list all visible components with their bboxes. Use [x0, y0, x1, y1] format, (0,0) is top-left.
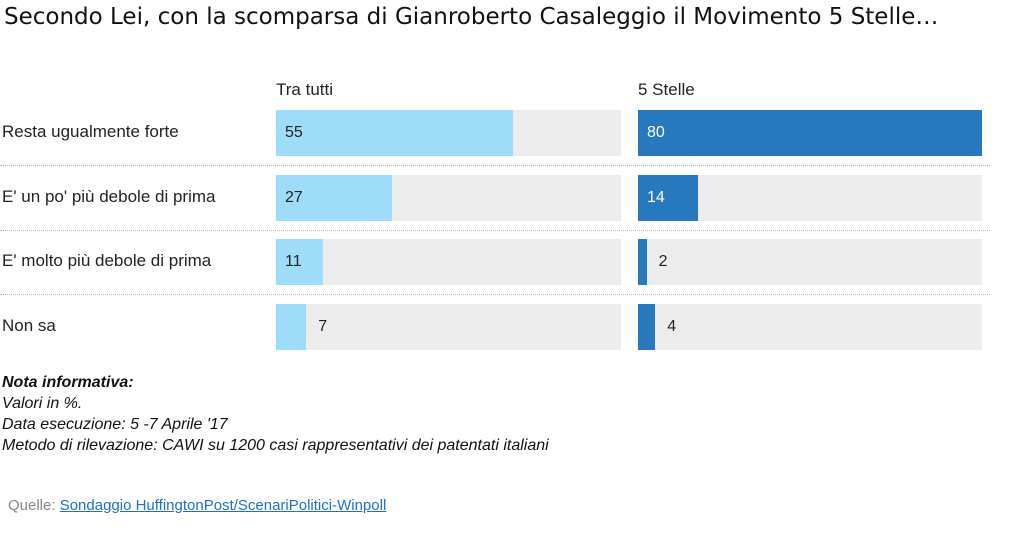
- category-label-non-sa: Non sa: [2, 315, 56, 335]
- category-label-e-un-po-pi-debole-di-prima: E' un po' più debole di prima: [2, 186, 216, 206]
- source-label: Quelle:: [8, 497, 56, 514]
- chart-title: Secondo Lei, con la scomparsa di Gianrob…: [4, 4, 939, 30]
- bar-tra-tutti-e-un-po-pi-debole-di-prima: [276, 174, 393, 221]
- notes-line: Metodo di rilevazione: CAWI su 1200 casi…: [2, 437, 549, 454]
- category-label-e-molto-pi-debole-di-prima: E' molto più debole di prima: [2, 251, 212, 270]
- bar-value-label: 2: [658, 253, 668, 270]
- bar-tra-tutti-e-molto-pi-debole-di-prima: [276, 239, 324, 285]
- row-separator: [0, 229, 990, 231]
- bar-value-label: 14: [647, 188, 665, 206]
- notes-line: Data esecuzione: 5 -7 Aprile '17: [2, 416, 228, 433]
- column-header-5-stelle: 5 Stelle: [638, 80, 695, 99]
- bar-value-label: 55: [285, 124, 303, 141]
- bar-value-label: 27: [285, 188, 303, 206]
- bar-track: 7: [276, 303, 621, 350]
- bar-5-stelle-e-un-po-pi-debole-di-prima: [638, 174, 699, 221]
- bar-track: 11: [276, 239, 621, 285]
- bar-5-stelle-non-sa: [638, 303, 656, 350]
- source-line: Quelle: Sondaggio HuffingtonPost/Scenari…: [8, 497, 386, 514]
- bar-track: 14: [638, 174, 982, 221]
- bar-value-label: 80: [647, 124, 665, 141]
- bar-value-label: 7: [318, 317, 328, 335]
- notes-block: Nota informativa: Valori in %. Data esec…: [2, 372, 549, 456]
- row-separator: [0, 165, 990, 166]
- bar-value-label: 11: [285, 253, 302, 270]
- bar-value-label: 4: [667, 317, 677, 335]
- bar-track: 80: [638, 110, 982, 156]
- bar-5-stelle-resta-ugualmente-forte: [638, 110, 982, 156]
- bar-5-stelle-e-molto-pi-debole-di-prima: [638, 239, 647, 285]
- bar-track: 4: [638, 303, 982, 350]
- category-label-resta-ugualmente-forte: Resta ugualmente forte: [2, 122, 179, 141]
- bar-tra-tutti-resta-ugualmente-forte: [276, 110, 514, 156]
- row-separator: [0, 294, 990, 295]
- notes-line: Valori in %.: [2, 395, 83, 412]
- bar-track: 55: [276, 110, 621, 156]
- notes-heading: Nota informativa:: [2, 374, 134, 391]
- source-link[interactable]: Sondaggio HuffingtonPost/ScenariPolitici…: [59, 497, 387, 514]
- column-header-tra-tutti: Tra tutti: [276, 80, 333, 99]
- bar-track: 2: [638, 239, 982, 285]
- bar-track: 27: [276, 174, 621, 221]
- bar-tra-tutti-non-sa: [276, 303, 307, 350]
